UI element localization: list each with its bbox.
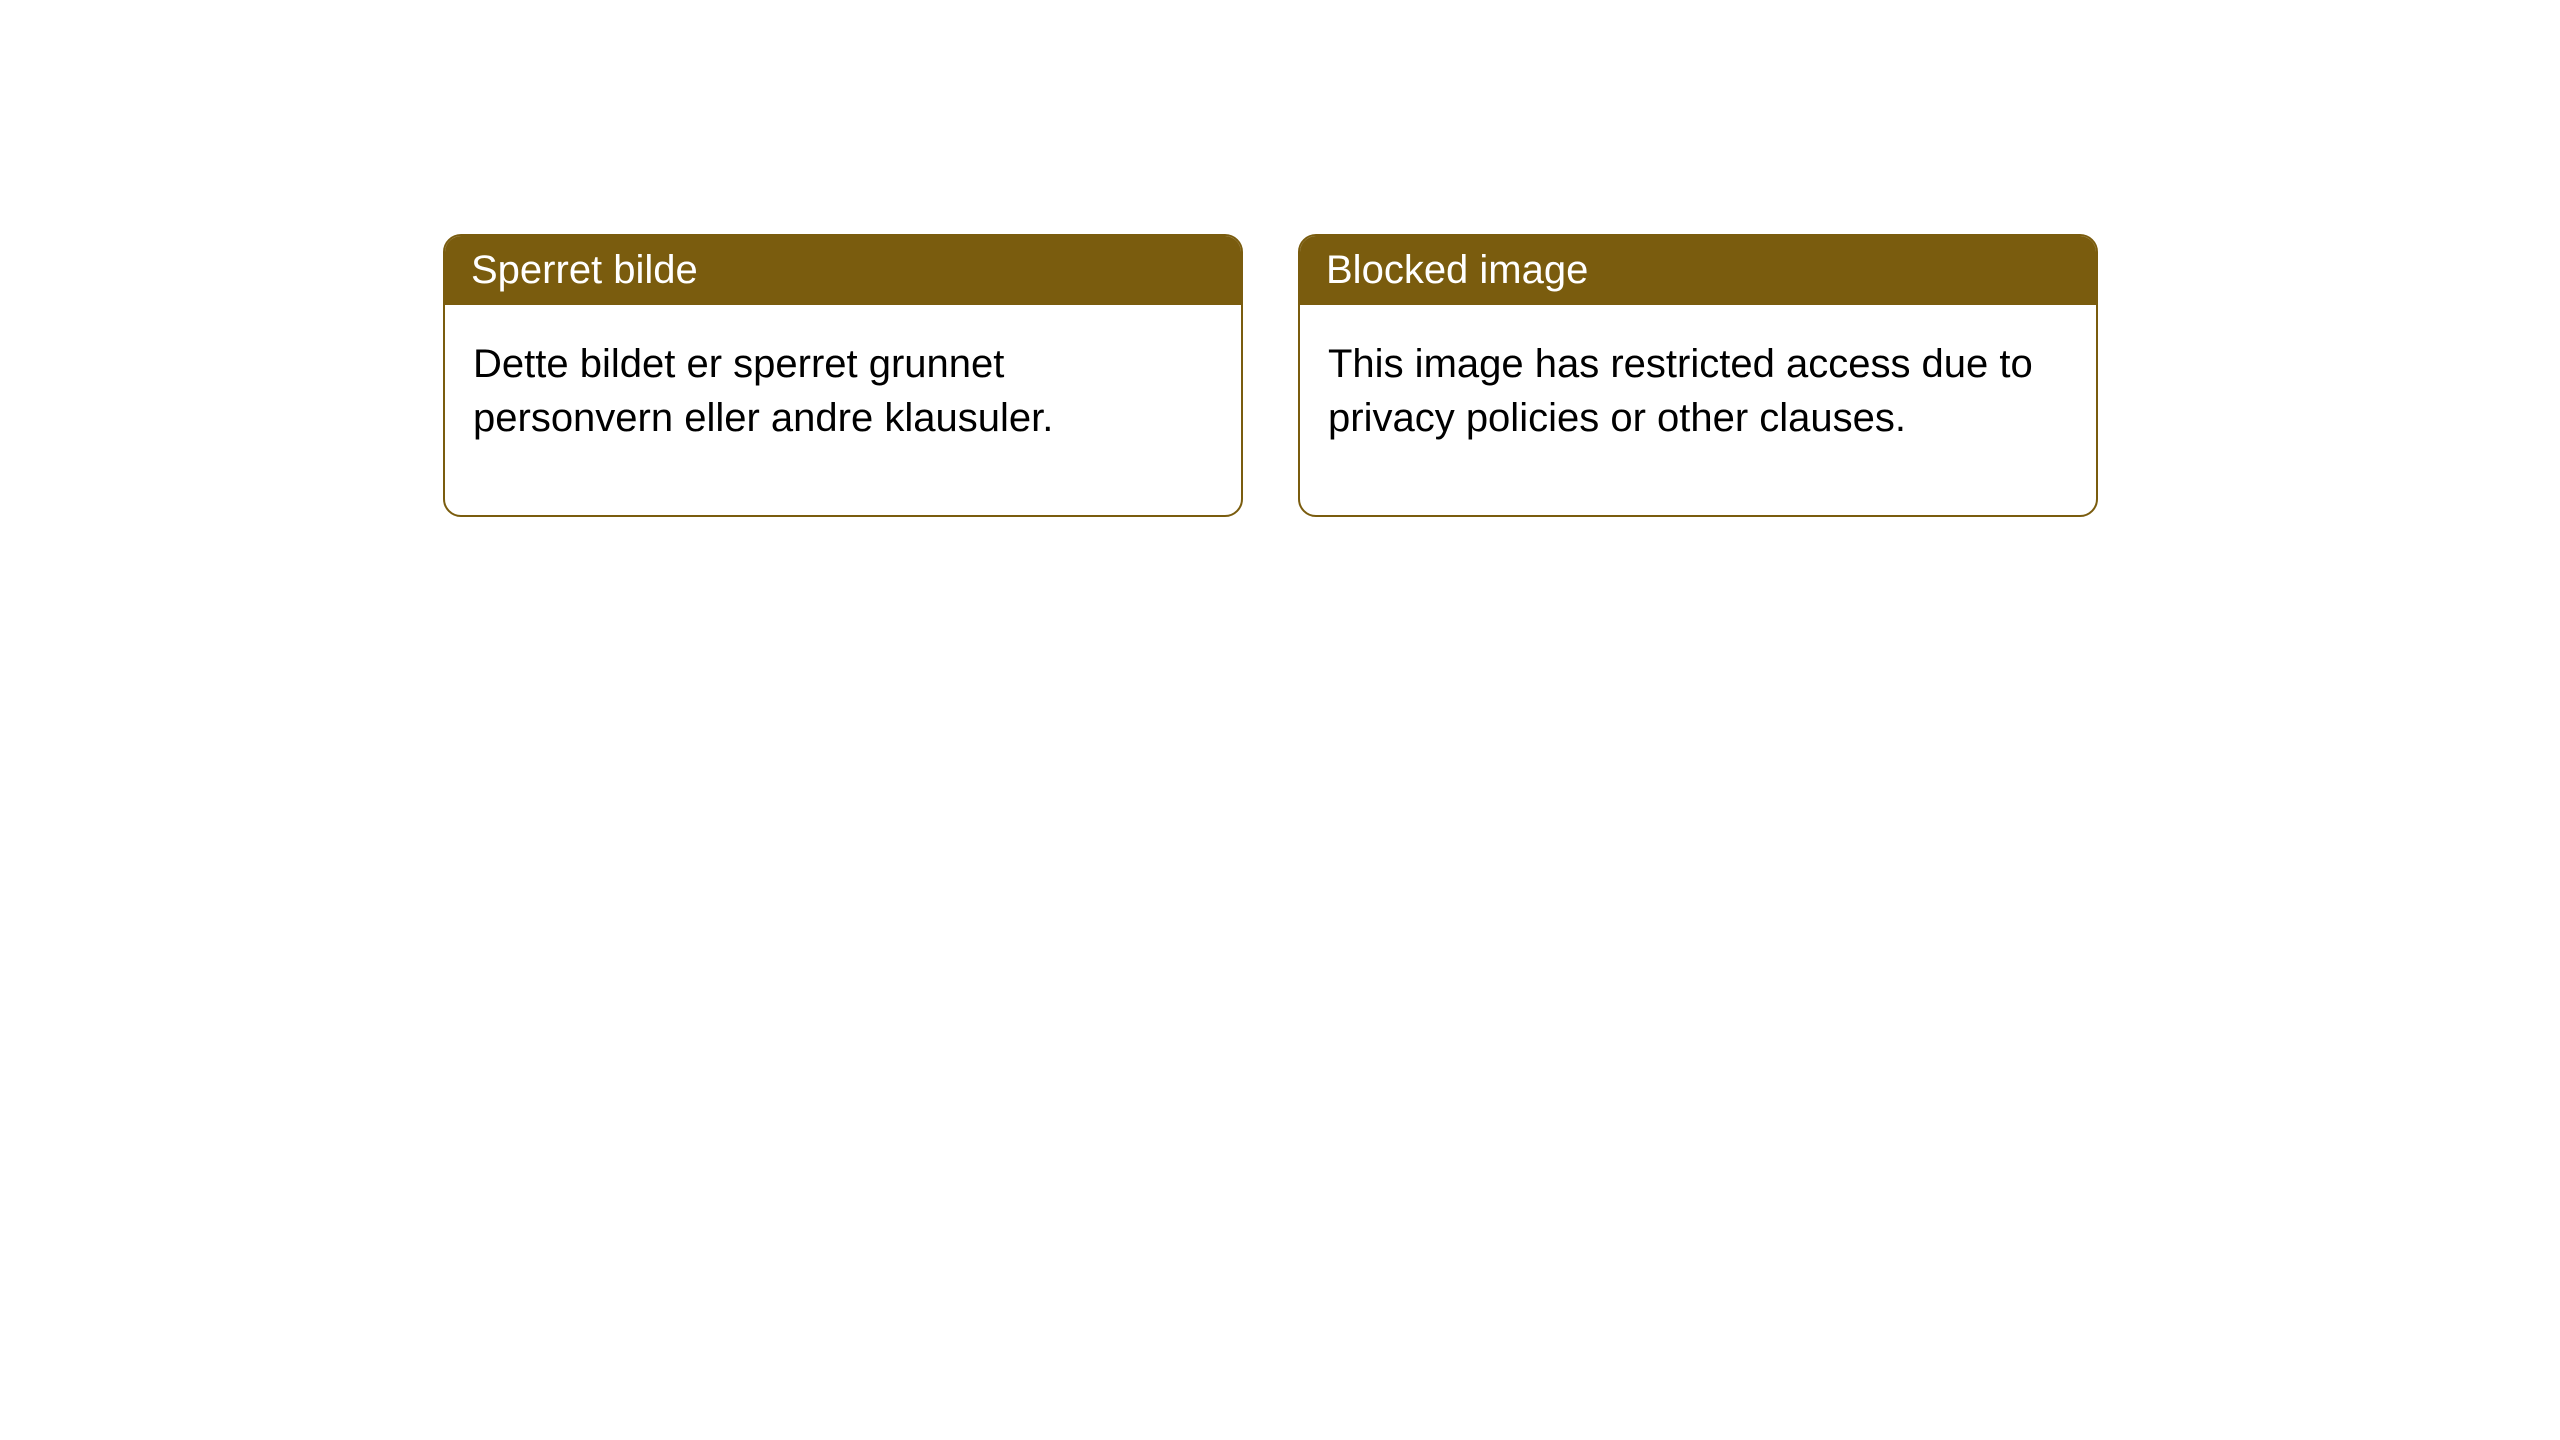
card-body-text: This image has restricted access due to …: [1328, 342, 2033, 440]
card-body: Dette bildet er sperret grunnet personve…: [445, 305, 1241, 515]
card-body: This image has restricted access due to …: [1300, 305, 2096, 515]
card-title: Sperret bilde: [471, 248, 698, 292]
card-header: Blocked image: [1300, 236, 2096, 305]
notice-cards-container: Sperret bilde Dette bildet er sperret gr…: [0, 0, 2560, 517]
card-body-text: Dette bildet er sperret grunnet personve…: [473, 342, 1053, 440]
card-title: Blocked image: [1326, 248, 1588, 292]
notice-card-norwegian: Sperret bilde Dette bildet er sperret gr…: [443, 234, 1243, 517]
notice-card-english: Blocked image This image has restricted …: [1298, 234, 2098, 517]
card-header: Sperret bilde: [445, 236, 1241, 305]
